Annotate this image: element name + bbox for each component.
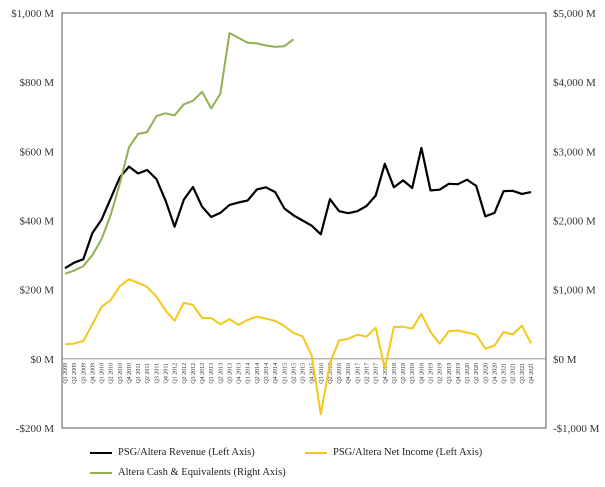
x-axis-tick-label: Q1 2011: [136, 363, 142, 384]
x-axis-tick-label: Q1 2021: [502, 363, 508, 384]
x-axis-tick-label: Q3 2010: [118, 363, 124, 384]
legend-label-revenue: PSG/Altera Revenue (Left Axis): [118, 447, 255, 458]
x-axis-tick-label: Q1 2010: [100, 363, 106, 384]
x-axis-tick-label: Q1 2019: [428, 363, 434, 384]
right-axis-tick-label: -$1,000 M: [553, 423, 600, 435]
x-axis-tick-label: Q4 2013: [237, 363, 243, 384]
x-axis-tick-label: Q2 2009: [72, 363, 78, 384]
x-axis-tick-label: Q3 2020: [483, 363, 489, 384]
left-axis-tick-label: $800 M: [19, 77, 54, 89]
legend-swatch-net-income: [305, 451, 327, 454]
x-axis-tick-label: Q1 2012: [173, 363, 179, 384]
x-axis-tick-label: Q3 2017: [374, 363, 380, 384]
left-axis-tick-label: $0 M: [30, 354, 54, 366]
x-axis-tick-label: Q4 2010: [127, 363, 133, 384]
left-axis-tick-label: $200 M: [19, 285, 54, 297]
x-axis-tick-label: Q4 2011: [164, 363, 170, 384]
plot-area-frame: [61, 12, 547, 429]
right-axis-tick-label: $4,000 M: [553, 77, 596, 89]
x-axis-tick-label: Q4 2012: [200, 363, 206, 384]
x-axis-tick-label: Q1 2014: [246, 363, 252, 384]
x-axis-tick-label: Q2 2011: [145, 363, 151, 384]
left-axis-tick-label: $400 M: [19, 216, 54, 228]
x-axis-tick-label: Q1 2013: [209, 363, 215, 384]
legend-label-net-income: PSG/Altera Net Income (Left Axis): [333, 447, 483, 458]
x-axis-tick-label: Q4 2009: [90, 363, 96, 384]
x-axis-tick-label: Q1 2017: [355, 363, 361, 384]
legend-item-net-income: PSG/Altera Net Income (Left Axis): [305, 447, 482, 458]
right-axis-tick-label: $5,000 M: [553, 8, 596, 20]
right-axis-tick-label: $2,000 M: [553, 216, 596, 228]
left-axis-tick-label: $1,000 M: [11, 8, 54, 20]
x-axis-tick-label: Q2 2013: [218, 363, 224, 384]
x-axis-tick-label: Q3 2018: [410, 363, 416, 384]
right-axis-tick-label: $1,000 M: [553, 285, 596, 297]
right-axis-tick-label: $0 M: [553, 354, 577, 366]
right-axis: $5,000 M $4,000 M $3,000 M $2,000 M $1,000 M…: [553, 8, 600, 435]
right-axis-tick-label: $3,000 M: [553, 146, 596, 158]
x-axis-tick-label: Q4 2015: [310, 363, 316, 384]
legend-label-cash: Altera Cash & Equivalents (Right Axis): [118, 467, 286, 478]
x-axis-tick-label: Q1 2020: [465, 363, 471, 384]
x-axis-tick-label: Q3 2019: [447, 363, 453, 384]
legend-item-revenue: PSG/Altera Revenue (Left Axis): [90, 447, 255, 458]
x-axis-tick-label: Q1 2009: [63, 363, 69, 384]
x-axis-tick-label: Q2 2018: [401, 363, 407, 384]
x-axis-tick-label: Q3 2009: [81, 363, 87, 384]
x-axis-tick-label: Q1 2018: [392, 363, 398, 384]
x-axis-tick-label: Q4 2018: [419, 363, 425, 384]
left-axis-tick-label: $600 M: [19, 146, 54, 158]
x-axis-tick-label: Q2 2017: [365, 363, 371, 384]
legend-item-cash: Altera Cash & Equivalents (Right Axis): [90, 467, 286, 478]
x-axis-tick-label: Q1 2016: [319, 363, 325, 384]
series-line-revenue: [64, 146, 532, 270]
x-axis-tick-label: Q2 2019: [438, 363, 444, 384]
x-axis-tick-label: Q2 2014: [255, 363, 261, 384]
x-axis-tick-label: Q2 2015: [291, 363, 297, 384]
x-axis-tick-label: Q3 2014: [264, 363, 270, 384]
x-axis-tick-label: Q2 2021: [511, 363, 517, 384]
legend-swatch-revenue: [90, 451, 112, 454]
x-axis-tick-label: Q4 2017: [383, 363, 389, 384]
x-axis-tick-label: Q2 2012: [182, 363, 188, 384]
x-axis-tick-label: Q4 2019: [456, 363, 462, 384]
x-axis-tick-label: Q3 2013: [227, 363, 233, 384]
x-axis-tick-label: Q4 2014: [273, 363, 279, 384]
series-line-net-income: [64, 278, 532, 416]
x-axis-tick-label: Q1 2015: [282, 363, 288, 384]
x-axis-tick-label: Q4 2021: [529, 363, 535, 384]
x-axis-tick-label: Q2 2020: [474, 363, 480, 384]
series-lines: [64, 32, 532, 416]
legend-swatch-cash: [90, 471, 112, 474]
left-axis-tick-label: -$200 M: [16, 423, 54, 435]
x-axis-tick-label: Q4 2016: [346, 363, 352, 384]
series-line-cash: [64, 32, 295, 275]
x-axis-tick-label: Q3 2012: [191, 363, 197, 384]
x-axis-tick-label: Q3 2021: [520, 363, 526, 384]
x-axis-tick-label: Q3 2015: [301, 363, 307, 384]
x-axis-tick-label: Q2 2010: [109, 363, 115, 384]
x-axis-tick-label: Q3 2011: [154, 363, 160, 384]
left-axis: $1,000 M $800 M $600 M $400 M $200 M $0 M -$20…: [11, 8, 54, 435]
x-axis-tick-label: Q4 2020: [492, 363, 498, 384]
x-axis-tick-label: Q3 2016: [337, 363, 343, 384]
x-axis-tick-label: Q2 2016: [328, 363, 334, 384]
x-axis: Q1 2009 Q2 2009 Q3 2009 Q4 2009 Q1 2010 Q2 20…: [63, 363, 535, 384]
